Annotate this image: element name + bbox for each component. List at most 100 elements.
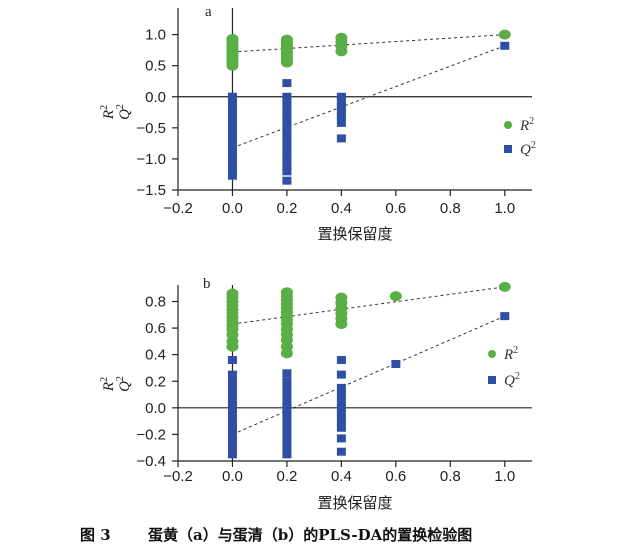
q2-point [336, 355, 346, 364]
y-tick-label: −0.4 [136, 453, 166, 470]
q2-point [282, 403, 292, 412]
q2-point [282, 92, 292, 101]
q2-point [227, 112, 237, 121]
q2-point [282, 112, 292, 121]
legend-r2-label-base: R [519, 118, 529, 134]
q2-point [336, 397, 346, 406]
q2-point [227, 92, 237, 101]
x-tick-label: 0.2 [276, 468, 297, 485]
r2-point [498, 281, 511, 292]
q2-point [227, 147, 237, 156]
q2-point [227, 370, 237, 379]
panel-label: a [205, 4, 212, 20]
y-axis-label-q2-superscript: 2 [115, 376, 126, 381]
legend-q2-label-superscript: 2 [515, 371, 520, 382]
q2-point [227, 117, 237, 126]
q2-point [282, 417, 292, 426]
q2-trend-line [232, 315, 505, 435]
x-tick-label: −0.2 [163, 200, 193, 217]
y-tick-label: 0.4 [145, 347, 166, 364]
q2-point [227, 430, 237, 439]
x-tick-label: −0.2 [163, 468, 193, 485]
q2-point [227, 152, 237, 161]
legend-q2-marker [504, 145, 512, 153]
caption-number: 图 3 [80, 526, 111, 544]
x-tick-label: 0.2 [276, 200, 297, 217]
y-tick-label: −1.5 [136, 182, 166, 199]
q2-point [227, 377, 237, 386]
q2-point [282, 127, 292, 136]
legend-q2-label: Q2 [504, 371, 520, 389]
legend-r2-label-superscript: 2 [529, 116, 534, 127]
q2-point [282, 142, 292, 151]
q2-point [227, 137, 237, 146]
r2-point [280, 57, 293, 68]
q2-point [282, 167, 292, 176]
q2-point [282, 410, 292, 419]
q2-point [227, 390, 237, 399]
q2-point [282, 157, 292, 166]
q2-point [227, 383, 237, 392]
q2-point [336, 107, 346, 116]
x-tick-label: 1.0 [494, 468, 515, 485]
q2-point [227, 157, 237, 166]
q2-point [282, 117, 292, 126]
y-tick-label: −0.5 [136, 120, 166, 137]
q2-point [336, 390, 346, 399]
q2-point [282, 437, 292, 446]
q2-point [282, 107, 292, 116]
q2-point [282, 147, 292, 156]
q2-point [227, 122, 237, 131]
y-axis-label-q2: Q2 [115, 104, 133, 120]
x-tick-label: 0.6 [385, 468, 406, 485]
q2-point [227, 397, 237, 406]
y-axis-label-r2-base: R [101, 382, 117, 392]
q2-point [336, 92, 346, 101]
q2-point [282, 397, 292, 406]
y-tick-label: 0.0 [145, 89, 166, 106]
q2-point [282, 102, 292, 111]
q2-point [500, 41, 510, 50]
q2-point [227, 437, 237, 446]
q2-point [336, 403, 346, 412]
q2-point [336, 447, 346, 456]
q2-point [227, 107, 237, 116]
q2-point [282, 152, 292, 161]
q2-point [282, 423, 292, 432]
q2-point [227, 410, 237, 419]
panel-b-chart: 0.80.60.40.20.0−0.2−0.4−0.2 0.0 0.2 0.4 0.6 0… [99, 276, 532, 512]
y-axis-label-r2: R2 [99, 377, 117, 392]
panel-label: b [203, 276, 211, 292]
q2-point [227, 403, 237, 412]
legend-q2-marker [488, 376, 496, 384]
x-tick-label: 0.0 [222, 200, 243, 217]
q2-point [282, 383, 292, 392]
r2-point [280, 348, 293, 359]
r2-point [335, 319, 348, 330]
r2-trend-line [232, 34, 505, 53]
q2-point [227, 162, 237, 171]
figure-caption: 图 3 蛋黄（a）与蛋清（b）的PLS-DA的置换检验图 [80, 526, 472, 544]
q2-point [336, 417, 346, 426]
r2-point [335, 46, 348, 57]
x-axis-title: 置换保留度 [317, 494, 392, 512]
legend-q2-label: Q2 [520, 140, 536, 158]
q2-point [282, 79, 292, 88]
legend-r2-label: R2 [519, 116, 534, 134]
r2-point [389, 291, 402, 302]
y-tick-label: 0.8 [145, 294, 166, 311]
q2-point [282, 97, 292, 106]
x-tick-label: 0.8 [440, 200, 461, 217]
q2-point [336, 410, 346, 419]
q2-point [227, 171, 237, 180]
y-axis-label-r2-base: R [101, 110, 117, 120]
r2-point [498, 29, 511, 40]
q2-point [282, 443, 292, 452]
q2-point [282, 162, 292, 171]
q2-point [336, 102, 346, 111]
legend-q2-label-base: Q [504, 373, 515, 389]
x-tick-label: 0.6 [385, 200, 406, 217]
